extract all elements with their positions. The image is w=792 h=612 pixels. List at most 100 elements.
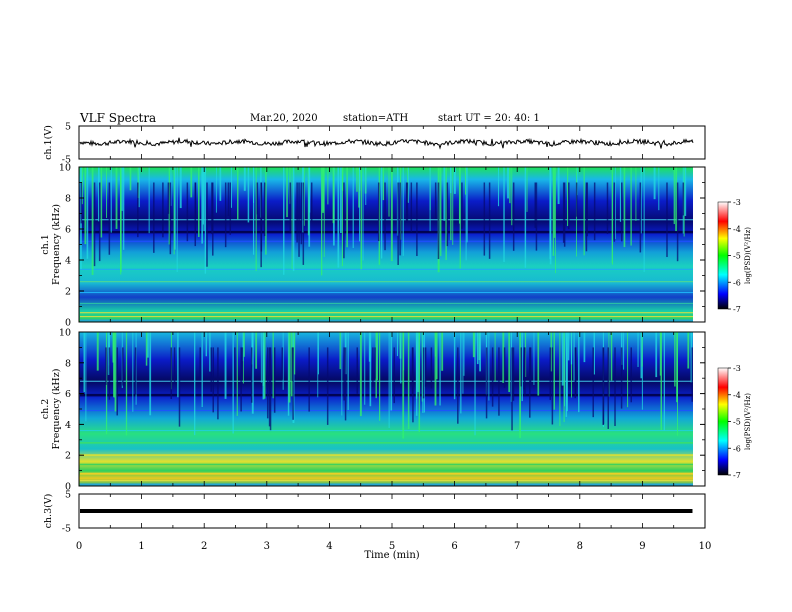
spike (255, 167, 257, 271)
spike (640, 332, 643, 379)
spike (145, 332, 148, 366)
spike (190, 167, 193, 198)
spike (382, 167, 385, 201)
spike (293, 332, 296, 375)
dark-streak (666, 182, 668, 258)
spike (215, 167, 217, 213)
spike (379, 332, 381, 421)
dark-streak (535, 182, 538, 251)
spike (449, 167, 452, 194)
spike (121, 167, 123, 211)
dark-streak (162, 182, 164, 238)
dark-streak (416, 182, 418, 257)
spike (321, 167, 323, 276)
spike (563, 332, 565, 423)
spike (659, 332, 661, 376)
spike (400, 332, 402, 384)
dark-streak (430, 347, 433, 389)
spike (407, 332, 410, 430)
spike (396, 332, 398, 357)
spike (566, 167, 569, 227)
spike (441, 332, 444, 371)
spike (375, 332, 377, 399)
dark-streak (562, 182, 565, 243)
dark-streak (607, 347, 609, 429)
spike (635, 167, 637, 221)
colorbar-tick-label: -5 (733, 418, 741, 427)
spike (619, 167, 622, 222)
y-axis-label: ch.1(V) (43, 125, 54, 160)
dark-streak (80, 182, 83, 224)
dark-streak (512, 347, 515, 401)
spike (356, 167, 358, 192)
dark-streak (178, 347, 181, 427)
spike (247, 167, 250, 223)
spike (194, 332, 196, 436)
spike (360, 167, 363, 270)
colorbar-label: log(PSD)(V²/Hz) (744, 227, 752, 284)
spike (557, 167, 560, 205)
dark-streak (621, 182, 623, 242)
ch2-spikes (83, 332, 693, 439)
dark-streak (691, 347, 693, 402)
ch2-colorbar: -3 -4 -5 -6 -7 log(PSD)(V²/Hz) (717, 364, 752, 480)
y-tick-label: 4 (65, 420, 71, 431)
spike (179, 167, 182, 209)
dark-streak (212, 182, 214, 256)
ch1-colorbar-image (717, 201, 729, 310)
dark-streak (343, 347, 345, 401)
spike (282, 332, 284, 390)
spike (388, 332, 390, 429)
spike (465, 167, 467, 195)
dark-streak (437, 182, 440, 260)
spike (132, 332, 134, 412)
spike (110, 167, 112, 233)
dark-streak (344, 347, 347, 421)
spike (390, 332, 393, 411)
dark-streak (240, 347, 242, 412)
spike (243, 167, 246, 191)
spike (202, 167, 204, 225)
spike (450, 167, 452, 241)
dark-streak (676, 182, 679, 262)
spike (288, 332, 291, 403)
dark-streak (234, 347, 236, 379)
y-tick-label: 10 (59, 163, 71, 174)
spike (421, 332, 423, 402)
spectral-line (80, 219, 693, 221)
dark-streak (485, 347, 488, 419)
spike (653, 167, 656, 200)
spike (83, 332, 85, 393)
spike (443, 167, 446, 221)
spike (129, 167, 132, 191)
spike (641, 332, 643, 410)
dark-streak (512, 182, 515, 251)
dark-streak (424, 347, 427, 387)
spike (465, 167, 467, 261)
dark-streak (593, 182, 596, 241)
spike (571, 332, 572, 398)
spectral-line (80, 442, 693, 444)
spike (146, 332, 149, 358)
spike (630, 167, 632, 246)
spike (265, 167, 267, 255)
dark-streak (575, 182, 578, 217)
spike (224, 332, 227, 399)
dark-streak (263, 182, 266, 237)
dark-streak (269, 347, 272, 431)
y-tick-label: 8 (65, 358, 71, 369)
spike (203, 167, 205, 232)
spike (453, 167, 456, 194)
y-tick-label: 0 (65, 482, 71, 493)
dark-streak (551, 347, 554, 425)
dark-streak (586, 182, 588, 237)
spike (346, 167, 348, 248)
y-tick-label: 5 (65, 490, 71, 501)
spike (553, 167, 556, 238)
spike (509, 167, 511, 204)
spike (292, 167, 295, 272)
dark-streak (296, 182, 298, 243)
spike (263, 332, 266, 399)
ch1-colorbar: -3 -4 -5 -6 -7 log(PSD)(V²/Hz) (717, 198, 752, 314)
